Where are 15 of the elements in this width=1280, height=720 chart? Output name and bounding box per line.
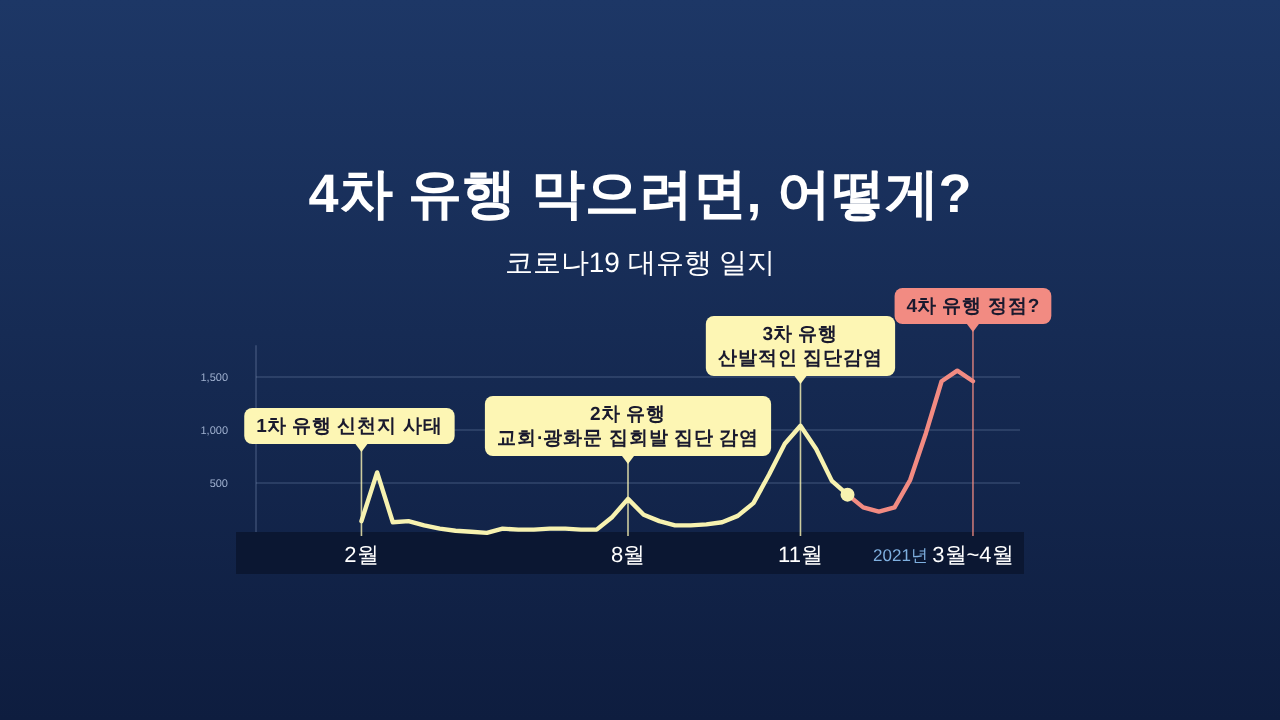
subtitle: 코로나19 대유행 일지 [504,246,776,278]
ref-label: 4차 유행 정점? [894,288,1052,332]
xtick: 11월 [778,544,823,568]
xtick: 2월 [344,544,379,568]
annotation: 2021년 [873,545,929,565]
xtick: 8월 [610,544,646,568]
ref-line-label: 4차 유행 정점? [906,296,1040,318]
ref-line-label: 2차 유행 교회·광화문 집회발 집단 감염 [496,404,760,450]
xtick: 3월~4월 [932,544,1014,568]
ref-label: 3차 유행 산발적인 집단감염 [705,316,896,384]
ref-line-label: 1차 유행 신천지 사태 [256,416,443,438]
ref-label: 2차 유행 교회·광화문 집회발 집단 감염 [484,396,772,464]
ref-label: 1차 유행 신천지 사태 [244,408,455,452]
ref-line-label: 3차 유행 산발적인 집단감염 [717,324,884,370]
title: 4차 유행 막으려면, 어떻게? [308,164,972,224]
